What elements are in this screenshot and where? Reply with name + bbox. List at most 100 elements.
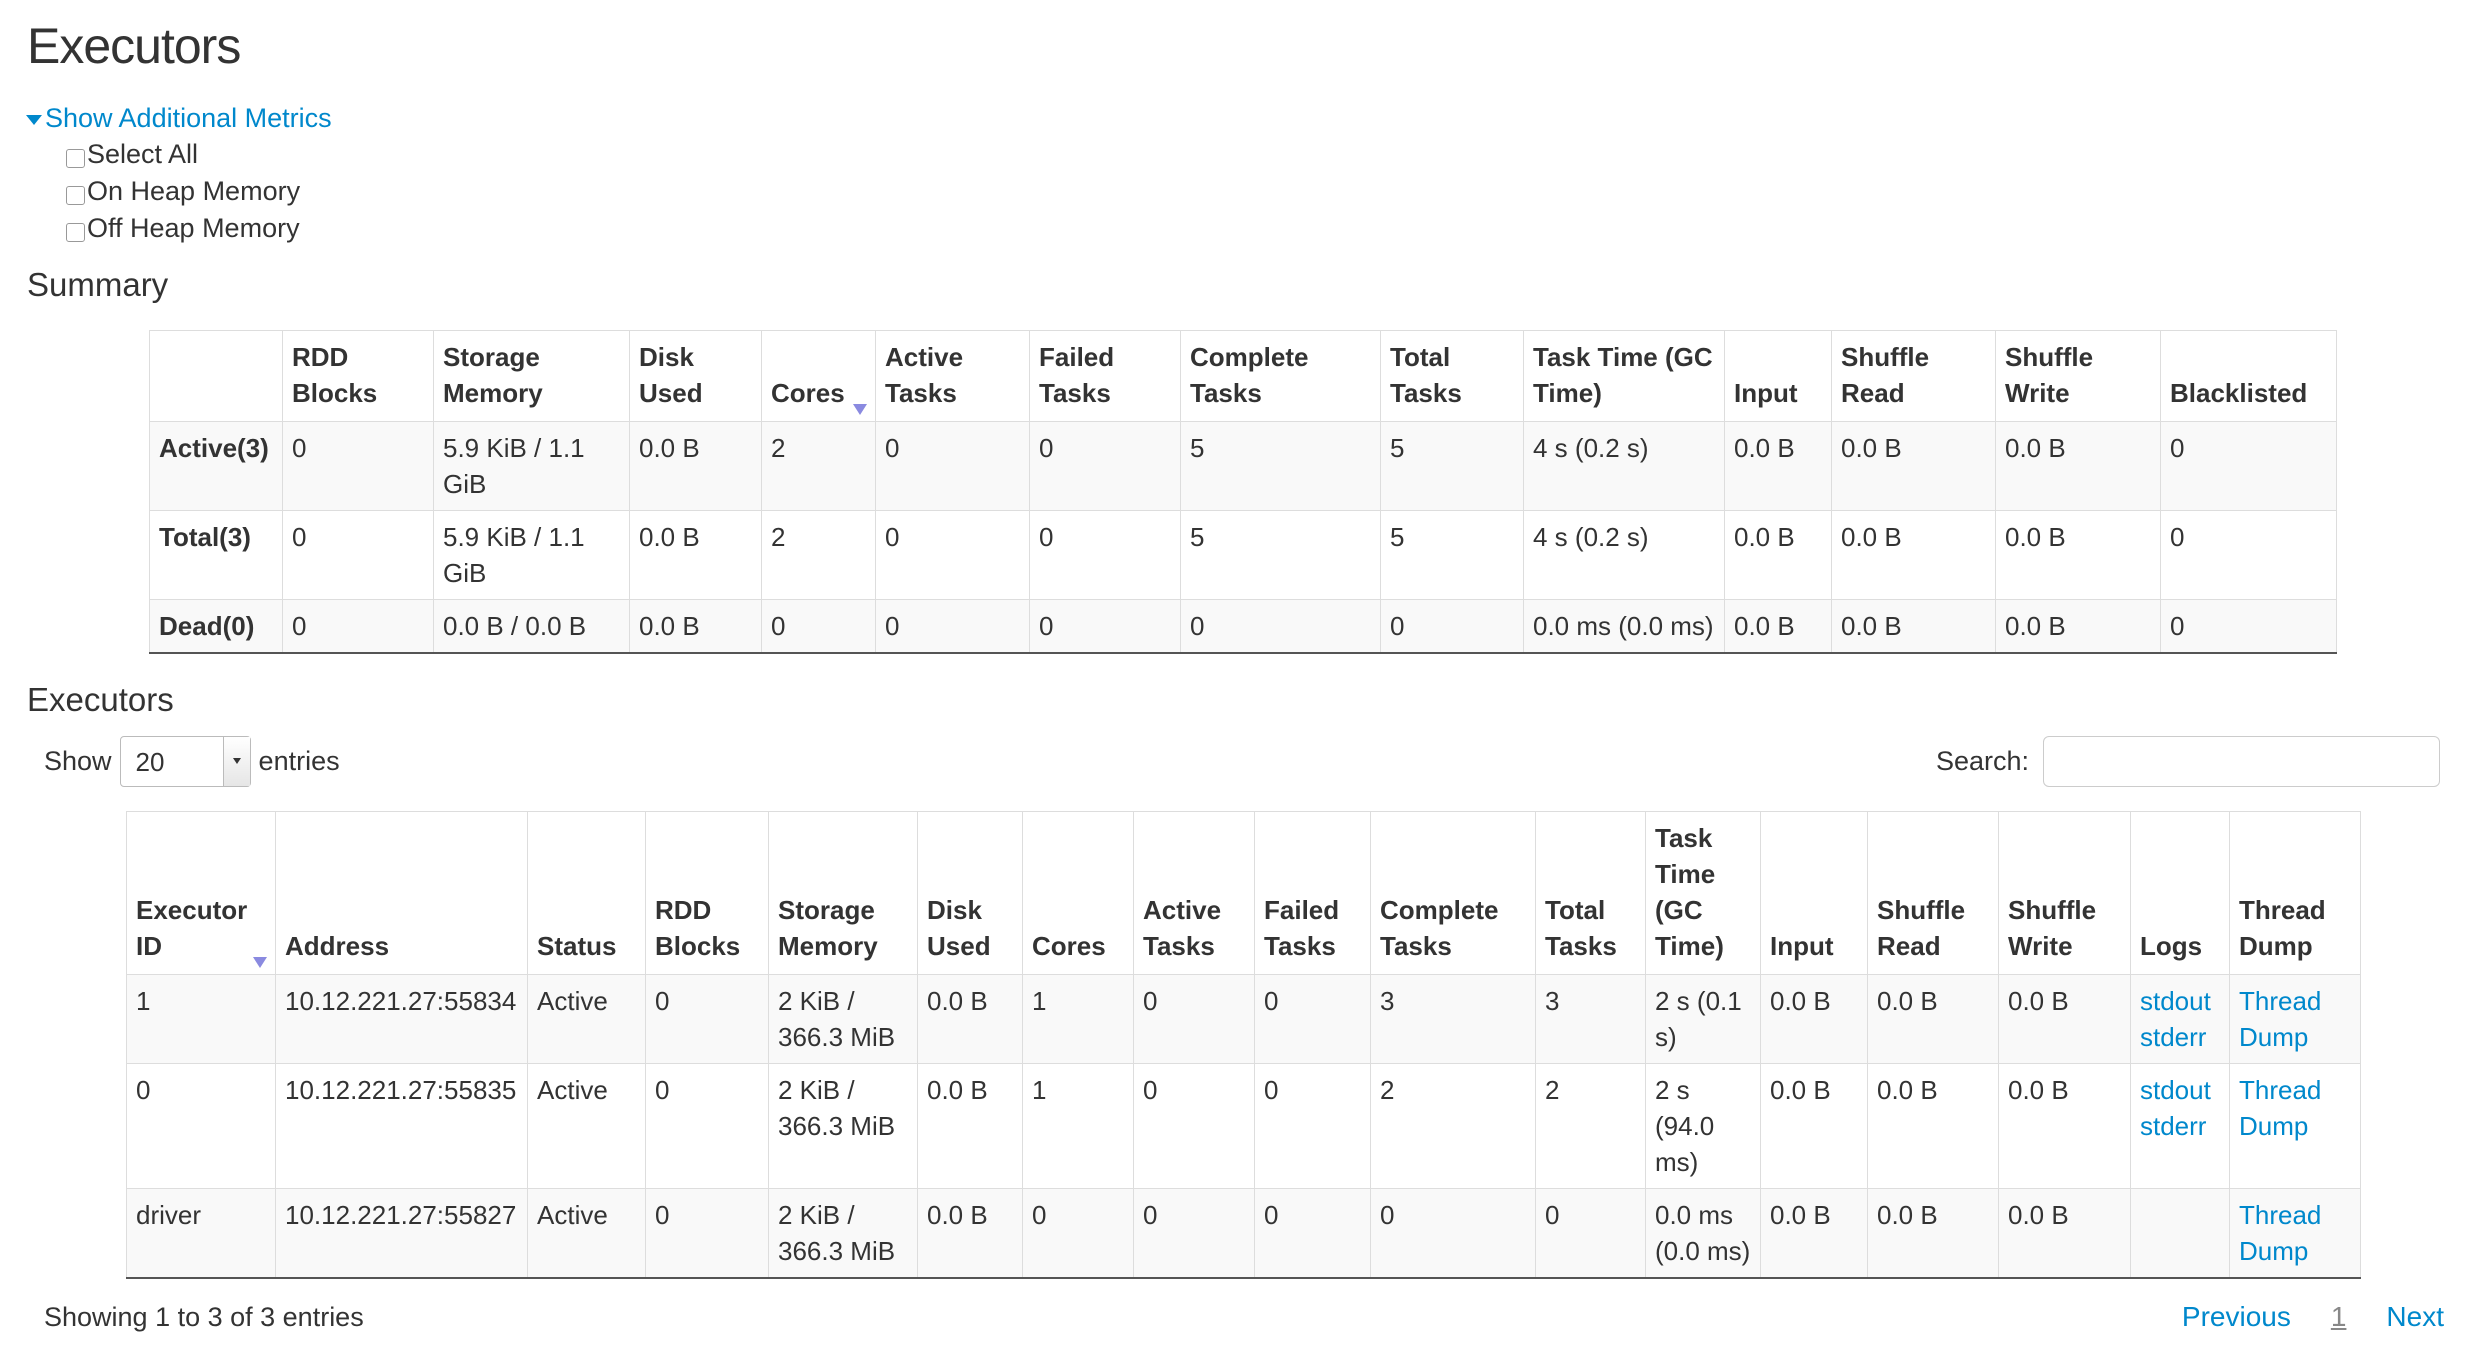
checkbox[interactable] bbox=[66, 186, 85, 205]
column-header-disk-used[interactable]: Disk Used bbox=[917, 811, 1023, 975]
cell-rdd-blocks: 0 bbox=[282, 421, 434, 511]
cell-complete-tasks: 2 bbox=[1370, 1063, 1536, 1189]
column-header-disk-used[interactable]: Disk Used bbox=[629, 330, 762, 422]
option-label: Select All bbox=[87, 139, 199, 169]
metric-option-select-all[interactable]: Select All bbox=[66, 136, 2466, 173]
column-header-executor-id[interactable]: Executor ID bbox=[126, 811, 276, 975]
column-header-task-time-gc-time[interactable]: Task Time (GC Time) bbox=[1523, 330, 1725, 422]
search-label: Search: bbox=[1935, 746, 2029, 776]
cell-input: 0.0 B bbox=[1724, 599, 1832, 654]
column-header-cores[interactable]: Cores bbox=[1022, 811, 1134, 975]
column-header-total-tasks[interactable]: Total Tasks bbox=[1535, 811, 1646, 975]
metric-option-on-heap-memory[interactable]: On Heap Memory bbox=[66, 173, 2466, 210]
cell-total-tasks: 0 bbox=[1380, 599, 1524, 654]
column-header-input[interactable]: Input bbox=[1724, 330, 1832, 422]
cell-cores: 1 bbox=[1022, 1063, 1134, 1189]
column-header-complete-tasks[interactable]: Complete Tasks bbox=[1370, 811, 1536, 975]
log-link-stderr[interactable]: stderr bbox=[2140, 1022, 2207, 1052]
cell-task-time-gc-time: 4 s (0.2 s) bbox=[1523, 510, 1725, 600]
cell-cores: 2 bbox=[761, 421, 876, 511]
cell-task-time-gc-time: 4 s (0.2 s) bbox=[1523, 421, 1725, 511]
sort-desc-icon bbox=[853, 404, 867, 415]
row-label: Total(3) bbox=[149, 510, 283, 600]
column-header-failed-tasks[interactable]: Failed Tasks bbox=[1254, 811, 1371, 975]
cell-input: 0.0 B bbox=[1760, 1063, 1868, 1189]
log-link-stderr[interactable]: stderr bbox=[2140, 1111, 2207, 1141]
page-1-button[interactable]: 1 bbox=[2330, 1301, 2347, 1332]
column-header-thread-dump[interactable]: Thread Dump bbox=[2229, 811, 2361, 975]
column-header-status[interactable]: Status bbox=[527, 811, 646, 975]
cell-complete-tasks: 5 bbox=[1180, 510, 1381, 600]
entries-per-page-select[interactable]: 20 bbox=[119, 736, 251, 787]
column-header-complete-tasks[interactable]: Complete Tasks bbox=[1180, 330, 1381, 422]
table-row: driver 10.12.221.27:55827 Active 0 2 KiB / 3… bbox=[126, 1188, 2361, 1279]
column-header-shuffle-read[interactable]: Shuffle Read bbox=[1867, 811, 1999, 975]
cell-logs bbox=[2130, 1188, 2230, 1279]
thread-dump-link[interactable]: Thread Dump bbox=[2239, 1075, 2322, 1141]
cell-total-tasks: 5 bbox=[1380, 421, 1524, 511]
cell-active-tasks: 0 bbox=[1133, 1188, 1255, 1279]
cell-shuffle-read: 0.0 B bbox=[1831, 421, 1996, 511]
column-header-logs[interactable]: Logs bbox=[2130, 811, 2230, 975]
column-header-shuffle-read[interactable]: Shuffle Read bbox=[1831, 330, 1996, 422]
entries-value: 20 bbox=[135, 747, 165, 777]
column-header-active-tasks[interactable]: Active Tasks bbox=[1133, 811, 1255, 975]
previous-page-button[interactable]: Previous bbox=[2181, 1301, 2291, 1332]
show-additional-metrics-toggle[interactable]: Show Additional Metrics bbox=[26, 100, 332, 136]
checkbox[interactable] bbox=[66, 149, 85, 168]
column-header-total-tasks[interactable]: Total Tasks bbox=[1380, 330, 1524, 422]
column-header-task-time-gc-time[interactable]: Task Time (GC Time) bbox=[1645, 811, 1761, 975]
column-header-shuffle-write[interactable]: Shuffle Write bbox=[1995, 330, 2161, 422]
cell-complete-tasks: 3 bbox=[1370, 974, 1536, 1064]
cell-address: 10.12.221.27:55835 bbox=[275, 1063, 528, 1189]
column-header-address[interactable]: Address bbox=[275, 811, 528, 975]
summary-heading: Summary bbox=[27, 266, 169, 303]
sort-asc-icon bbox=[253, 957, 267, 968]
next-page-button[interactable]: Next bbox=[2386, 1301, 2444, 1332]
column-header-input[interactable]: Input bbox=[1760, 811, 1868, 975]
cell-blacklisted: 0 bbox=[2160, 599, 2337, 654]
column-header-rdd-blocks[interactable]: RDD Blocks bbox=[282, 330, 434, 422]
option-label: On Heap Memory bbox=[87, 176, 301, 206]
table-row: 0 10.12.221.27:55835 Active 0 2 KiB / 366.3 … bbox=[126, 1063, 2361, 1189]
cell-blacklisted: 0 bbox=[2160, 421, 2337, 511]
cell-input: 0.0 B bbox=[1760, 974, 1868, 1064]
cell-cores: 0 bbox=[1022, 1188, 1134, 1279]
cell-rdd-blocks: 0 bbox=[282, 599, 434, 654]
column-header-storage-memory[interactable]: Storage Memory bbox=[433, 330, 630, 422]
cell-rdd-blocks: 0 bbox=[282, 510, 434, 600]
cell-executor-id: driver bbox=[126, 1188, 276, 1279]
metric-option-off-heap-memory[interactable]: Off Heap Memory bbox=[66, 210, 2466, 247]
cell-task-time-gc-time: 2 s (0.1 s) bbox=[1645, 974, 1761, 1064]
checkbox[interactable] bbox=[66, 223, 85, 242]
cell-cores: 0 bbox=[761, 599, 876, 654]
dropdown-arrow-icon bbox=[222, 737, 250, 786]
thread-dump-link[interactable]: Thread Dump bbox=[2239, 986, 2322, 1052]
column-header-blacklisted[interactable]: Blacklisted bbox=[2160, 330, 2337, 422]
column-header-failed-tasks[interactable]: Failed Tasks bbox=[1029, 330, 1181, 422]
column-header-shuffle-write[interactable]: Shuffle Write bbox=[1998, 811, 2131, 975]
log-link-stdout[interactable]: stdout bbox=[2140, 1075, 2211, 1105]
column-header-active-tasks[interactable]: Active Tasks bbox=[875, 330, 1030, 422]
column-header-storage-memory[interactable]: Storage Memory bbox=[768, 811, 918, 975]
cell-disk-used: 0.0 B bbox=[917, 1188, 1023, 1279]
cell-shuffle-write: 0.0 B bbox=[1995, 599, 2161, 654]
column-header-cores[interactable]: Cores bbox=[761, 330, 876, 422]
row-label: Active(3) bbox=[149, 421, 283, 511]
cell-task-time-gc-time: 0.0 ms (0.0 ms) bbox=[1645, 1188, 1761, 1279]
column-header-rdd-blocks[interactable]: RDD Blocks bbox=[645, 811, 769, 975]
cell-disk-used: 0.0 B bbox=[629, 421, 762, 511]
cell-total-tasks: 0 bbox=[1535, 1188, 1646, 1279]
log-link-stdout[interactable]: stdout bbox=[2140, 986, 2211, 1016]
pagination: Previous 1 Next bbox=[2182, 1299, 2444, 1335]
cell-shuffle-write: 0.0 B bbox=[1995, 510, 2161, 600]
cell-storage-memory: 2 KiB / 366.3 MiB bbox=[768, 974, 918, 1064]
cell-active-tasks: 0 bbox=[875, 421, 1030, 511]
search-input[interactable] bbox=[2043, 736, 2440, 787]
cell-status: Active bbox=[527, 1188, 646, 1279]
thread-dump-link[interactable]: Thread Dump bbox=[2239, 1200, 2322, 1266]
cell-shuffle-read: 0.0 B bbox=[1867, 1188, 1999, 1279]
cell-total-tasks: 3 bbox=[1535, 974, 1646, 1064]
cell-shuffle-write: 0.0 B bbox=[1995, 421, 2161, 511]
